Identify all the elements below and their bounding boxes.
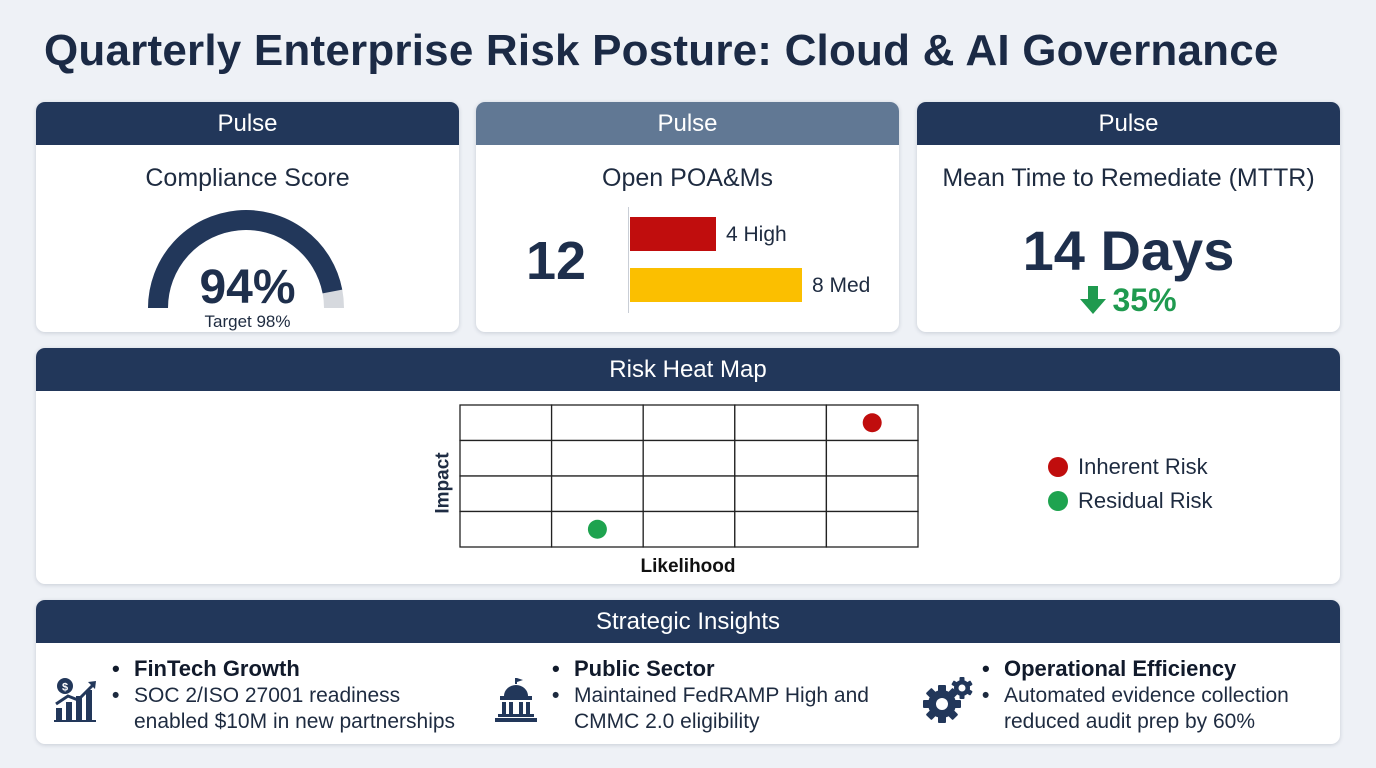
- svg-text:$: $: [62, 682, 68, 694]
- insight-body: Automated evidence collection reduced au…: [1004, 684, 1289, 733]
- heat-map-cell: [642, 475, 736, 513]
- money-growth-chart-icon: $: [54, 678, 96, 722]
- insight-title: FinTech Growth: [134, 656, 300, 681]
- heat-map-point-residual-risk: [587, 519, 607, 539]
- poams-bar-high-label: 4 High: [726, 223, 787, 246]
- legend-item-inherent-risk: Inherent Risk: [1048, 450, 1213, 484]
- insight-body: Maintained FedRAMP High and CMMC 2.0 eli…: [574, 684, 869, 733]
- heat-map-point-inherent-risk: [862, 413, 882, 433]
- page-title: Quarterly Enterprise Risk Posture: Cloud…: [44, 26, 1279, 75]
- poams-bar-high: [630, 217, 716, 251]
- open-poams-card: Pulse Open POA&Ms 12 4 High 8 Med: [476, 102, 899, 332]
- heat-map-cell: [734, 510, 828, 548]
- mttr-card: Pulse Mean Time to Remediate (MTTR) 14 D…: [917, 102, 1340, 332]
- gauge-fill: [148, 210, 343, 309]
- heat-map-cell: [734, 439, 828, 477]
- heat-map-cell: [642, 510, 736, 548]
- arrow-down-icon: [1080, 285, 1107, 314]
- heat-map-cell: [734, 475, 828, 513]
- compliance-card-header: Pulse: [36, 102, 459, 145]
- compliance-target: Target 98%: [204, 312, 291, 331]
- insight-title: Operational Efficiency: [1004, 656, 1237, 681]
- heat-map-cell: [550, 404, 644, 442]
- poams-bar-med: [630, 268, 802, 302]
- poams-total: 12: [526, 231, 587, 291]
- heat-map-cell: [550, 439, 644, 477]
- legend-label: Inherent Risk: [1078, 454, 1208, 479]
- mttr-value: 14 Days: [1022, 219, 1235, 282]
- heat-map-cell: [734, 404, 828, 442]
- poams-label: Open POA&Ms: [602, 164, 773, 192]
- heat-map-cell: [459, 475, 553, 513]
- heat-map-cell: [459, 510, 553, 548]
- government-building-icon: [495, 678, 537, 722]
- compliance-score-label: Compliance Score: [145, 164, 350, 192]
- poams-bar-med-label: 8 Med: [812, 274, 871, 297]
- heat-map-cell: [642, 404, 736, 442]
- legend-label: Residual Risk: [1078, 488, 1213, 513]
- heat-map-cell: [825, 475, 919, 513]
- poams-axis: [628, 207, 629, 313]
- heat-map-cell: [459, 404, 553, 442]
- compliance-score-card: Pulse Compliance Score 94% Target 98%: [36, 102, 459, 332]
- heat-map-cell: [550, 475, 644, 513]
- poams-card-header: Pulse: [476, 102, 899, 145]
- heat-map-legend: Inherent Risk Residual Risk: [1048, 450, 1213, 518]
- legend-swatch: [1048, 491, 1068, 511]
- insight-body: SOC 2/ISO 27001 readiness enabled $10M i…: [134, 684, 456, 733]
- insights-header: Strategic Insights: [36, 600, 1340, 643]
- heat-map-cell: [459, 439, 553, 477]
- mttr-card-header: Pulse: [917, 102, 1340, 145]
- insight-title: Public Sector: [574, 656, 715, 681]
- heat-map-cell: [825, 510, 919, 548]
- mttr-label: Mean Time to Remediate (MTTR): [942, 164, 1315, 192]
- strategic-insights-card: Strategic Insights $ • FinTech Growth • SO…: [36, 600, 1340, 744]
- gears-icon: [923, 677, 973, 723]
- heat-map-x-axis-label: Likelihood: [640, 556, 736, 577]
- legend-swatch: [1048, 457, 1068, 477]
- compliance-gauge: [148, 210, 344, 309]
- heat-map-cell: [642, 439, 736, 477]
- mttr-change: 35%: [917, 282, 1340, 319]
- mttr-change-value: 35%: [1112, 282, 1177, 318]
- compliance-score-value: 94%: [199, 261, 296, 314]
- legend-item-residual-risk: Residual Risk: [1048, 484, 1213, 518]
- heat-map-grid: [459, 404, 919, 548]
- risk-heat-map-card: Risk Heat Map Impact Likelihood Inherent…: [36, 348, 1340, 584]
- heat-map-cell: [825, 439, 919, 477]
- heat-map-header: Risk Heat Map: [36, 348, 1340, 391]
